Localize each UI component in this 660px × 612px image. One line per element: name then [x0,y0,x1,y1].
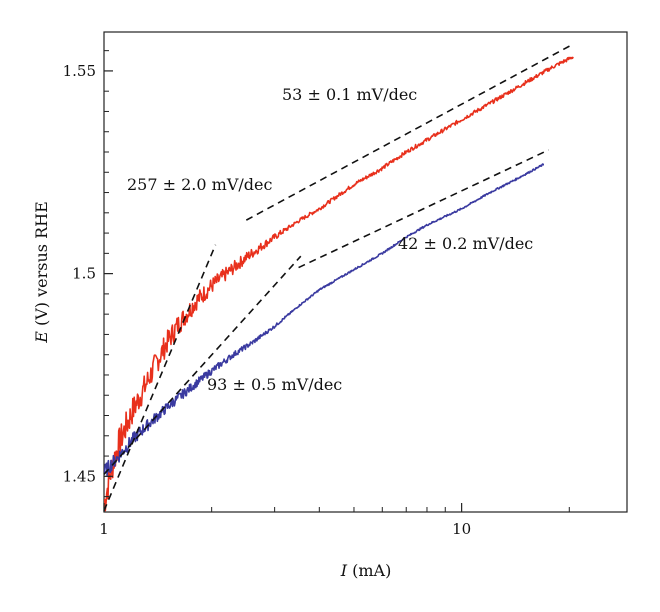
x-axis-title: I (mA) [340,561,392,580]
fit-lines-layer [103,43,574,512]
annotation-257: 257 ± 2.0 mV/dec [127,175,272,194]
fit-line-3 [245,43,574,221]
y-tick-label: 1.45 [63,467,96,485]
x-tick-label: 1 [99,520,109,538]
series-layer [104,56,574,512]
fit-line-1 [103,244,217,512]
x-tick-label: 10 [452,520,471,538]
annotation-93: 93 ± 0.5 mV/dec [207,375,342,394]
y-tick-label: 1.5 [72,265,96,283]
y-tick-label: 1.55 [63,62,96,80]
annotation-53: 53 ± 0.1 mV/dec [282,85,417,104]
fit-line-4 [298,149,549,269]
fit-line-2 [103,255,302,475]
series-line-2 [104,163,545,477]
plot-frame [103,31,628,513]
annotation-42: 42 ± 0.2 mV/dec [398,234,533,253]
series-line-1 [104,56,574,512]
y-axis-title: E (V) versus RHE [32,201,51,344]
ticks-layer: 1 10 1.45 1.5 1.55 [63,50,570,538]
